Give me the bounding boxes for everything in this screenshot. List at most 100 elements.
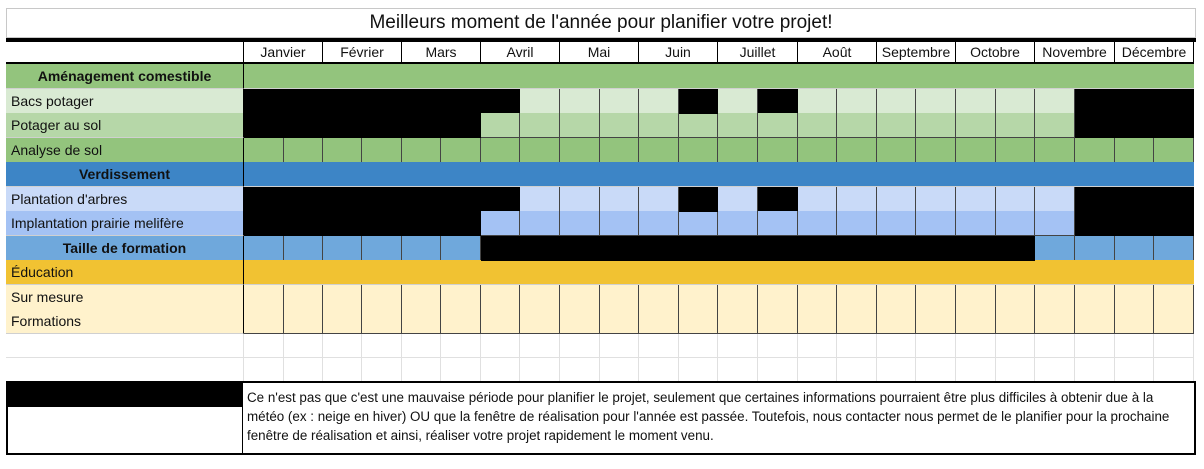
month-cell bbox=[956, 309, 996, 334]
month-header: Novembre bbox=[1035, 42, 1115, 64]
month-header: Juin bbox=[639, 42, 718, 64]
month-cell bbox=[481, 285, 520, 310]
month-cell bbox=[877, 138, 916, 163]
month-cell bbox=[244, 285, 284, 310]
month-cell bbox=[877, 211, 916, 236]
month-cell bbox=[481, 138, 520, 163]
empty-cell bbox=[441, 358, 481, 382]
month-cell bbox=[837, 187, 877, 212]
empty-cell bbox=[679, 334, 718, 358]
row-label: Implantation prairie melifère bbox=[6, 211, 244, 236]
month-cell bbox=[1154, 309, 1194, 334]
empty-cell bbox=[560, 334, 600, 358]
month-cell bbox=[996, 187, 1035, 212]
month-cell bbox=[1115, 285, 1154, 310]
month-cell bbox=[679, 309, 718, 334]
month-header: Octobre bbox=[956, 42, 1035, 64]
month-cell bbox=[441, 285, 481, 310]
empty-cell bbox=[1035, 334, 1075, 358]
month-cell bbox=[798, 285, 837, 310]
empty-row-label bbox=[6, 334, 244, 358]
month-cell bbox=[798, 113, 837, 138]
empty-cell bbox=[956, 334, 996, 358]
month-cell bbox=[758, 187, 798, 212]
month-cell bbox=[402, 236, 441, 261]
empty-cell bbox=[481, 358, 520, 382]
empty-cell bbox=[520, 358, 560, 382]
month-header: Septembre bbox=[877, 42, 956, 64]
top-divider bbox=[6, 38, 1196, 42]
empty-cell bbox=[244, 358, 284, 382]
month-cell bbox=[956, 187, 996, 212]
month-cell bbox=[758, 138, 798, 163]
legend-swatch-unavailable bbox=[8, 383, 242, 407]
month-cell bbox=[402, 138, 441, 163]
month-cell bbox=[798, 187, 837, 212]
empty-cell bbox=[1075, 334, 1115, 358]
month-cell-unavailable bbox=[1075, 89, 1194, 114]
empty-cell bbox=[996, 358, 1035, 382]
empty-cell bbox=[1154, 334, 1194, 358]
month-cell-unavailable bbox=[244, 89, 441, 114]
month-cell bbox=[244, 236, 284, 261]
month-cell-unavailable bbox=[481, 236, 1035, 261]
month-cell bbox=[639, 113, 679, 138]
month-cell bbox=[837, 113, 877, 138]
empty-cell bbox=[441, 334, 481, 358]
month-cell bbox=[284, 309, 323, 334]
month-cell bbox=[837, 285, 877, 310]
month-header: Juillet bbox=[718, 42, 798, 64]
month-cell bbox=[679, 138, 718, 163]
row-label: Potager au sol bbox=[6, 113, 244, 138]
empty-cell bbox=[718, 334, 758, 358]
month-cell bbox=[520, 187, 560, 212]
month-cell bbox=[1035, 285, 1075, 310]
month-cell bbox=[481, 187, 520, 212]
month-cell bbox=[798, 138, 837, 163]
month-cell bbox=[284, 236, 323, 261]
month-header-label-blank bbox=[6, 42, 244, 64]
month-cell bbox=[284, 285, 323, 310]
month-cell bbox=[560, 309, 600, 334]
month-cell bbox=[837, 138, 877, 163]
row-band bbox=[244, 260, 1194, 285]
empty-cell bbox=[402, 358, 441, 382]
month-cell bbox=[996, 89, 1035, 114]
month-cell bbox=[441, 89, 481, 114]
month-cell bbox=[877, 187, 916, 212]
month-cell bbox=[679, 285, 718, 310]
empty-cell bbox=[362, 358, 402, 382]
month-cell bbox=[1154, 138, 1194, 163]
row-label: Taille de formation bbox=[6, 236, 244, 261]
empty-cell bbox=[916, 334, 956, 358]
month-cell bbox=[362, 285, 402, 310]
empty-cell bbox=[798, 358, 837, 382]
empty-cell bbox=[323, 358, 362, 382]
month-header: Août bbox=[798, 42, 877, 64]
month-cell bbox=[798, 89, 837, 114]
month-cell bbox=[798, 309, 837, 334]
month-cell-unavailable bbox=[679, 89, 718, 114]
empty-row-label bbox=[6, 358, 244, 382]
month-cell bbox=[560, 89, 600, 114]
month-cell bbox=[996, 309, 1035, 334]
month-cell bbox=[1075, 309, 1115, 334]
empty-cell bbox=[402, 334, 441, 358]
month-cell bbox=[1035, 236, 1075, 261]
empty-cell bbox=[323, 334, 362, 358]
month-cell bbox=[1035, 309, 1075, 334]
month-cell bbox=[877, 89, 916, 114]
month-cell bbox=[481, 309, 520, 334]
month-cell bbox=[1115, 309, 1154, 334]
empty-cell bbox=[877, 334, 916, 358]
month-cell bbox=[956, 113, 996, 138]
row-band bbox=[244, 162, 1194, 187]
month-cell bbox=[718, 285, 758, 310]
month-cell bbox=[718, 113, 758, 138]
month-cell bbox=[600, 285, 639, 310]
month-cell bbox=[600, 138, 639, 163]
empty-cell bbox=[758, 358, 798, 382]
month-cell bbox=[244, 309, 284, 334]
month-cell bbox=[1075, 138, 1115, 163]
empty-cell bbox=[1035, 358, 1075, 382]
